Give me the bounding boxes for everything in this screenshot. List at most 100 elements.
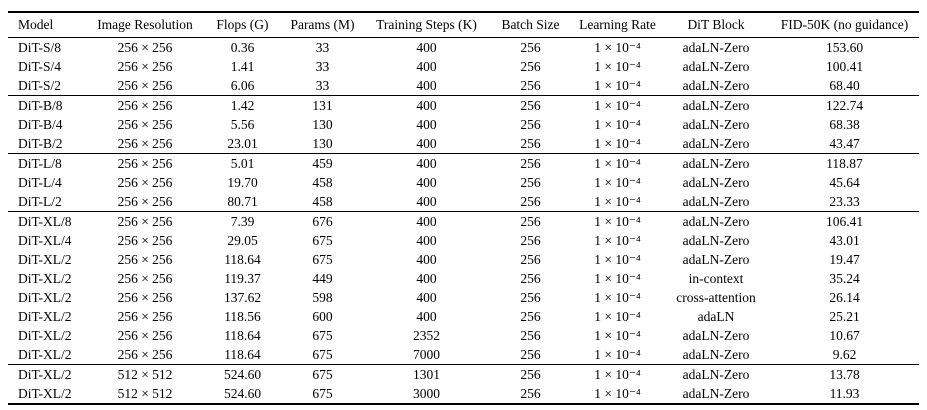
table-cell-image-resolution: 512 × 512 <box>117 386 173 401</box>
table-row: DiT-B/4 256 × 256 5.56 130 400 256 1 × 10⁻⁴ ada… <box>8 115 919 134</box>
table-body: DiT-S/8 256 × 256 0.36 33 400 256 1 × 10⁻⁴ adaL… <box>8 38 919 405</box>
table-cell-params: 458 <box>312 194 333 209</box>
table-cell-batch-size: 256 <box>520 309 541 324</box>
column-header-learning-rate: Learning Rate <box>573 12 662 38</box>
table-cell-params: 598 <box>312 290 333 305</box>
table-cell-flops: 23.01 <box>227 136 258 151</box>
table-cell-model: DiT-XL/2 <box>18 386 72 401</box>
table-row: DiT-S/2 256 × 256 6.06 33 400 256 1 × 10⁻⁴ adaL… <box>8 76 919 96</box>
table-cell-model: DiT-S/8 <box>18 40 62 55</box>
table-cell-batch-size: 256 <box>520 386 541 401</box>
column-header-batch-size: Batch Size <box>488 12 573 38</box>
table-cell-model: DiT-XL/2 <box>18 309 72 324</box>
table-cell-training-steps: 400 <box>365 95 488 115</box>
column-header-params: Params (M) <box>280 12 365 38</box>
table-header-row: Model Image Resolution Flops (G) Params … <box>8 12 919 38</box>
table-cell-flops: 29.05 <box>227 233 258 248</box>
table-cell-image-resolution: 256 × 256 <box>117 175 173 190</box>
table-cell-fid-50k: 43.01 <box>829 233 860 248</box>
table-cell-params: 675 <box>312 252 333 267</box>
table-cell-fid-50k: 68.40 <box>829 78 860 93</box>
column-header-model: Model <box>8 12 85 38</box>
table-cell-model: DiT-B/8 <box>8 95 85 115</box>
table-cell-batch-size: 256 <box>520 290 541 305</box>
table-cell-model: DiT-XL/2 <box>18 252 72 267</box>
table-cell-training-steps: 400 <box>365 153 488 173</box>
table-cell-model: DiT-XL/8 <box>8 211 85 231</box>
table-cell-dit-block: cross-attention <box>676 290 756 305</box>
table-cell-dit-block: adaLN-Zero <box>682 40 750 55</box>
table-cell-fid-50k: 106.41 <box>770 211 919 231</box>
table-cell-learning-rate: 1 × 10⁻⁴ <box>573 364 662 384</box>
table-cell-fid-50k: 9.62 <box>832 347 857 362</box>
table-cell-fid-50k: 19.47 <box>829 252 860 267</box>
table-cell-learning-rate: 1 × 10⁻⁴ <box>594 40 641 55</box>
table-cell-fid-50k: 68.38 <box>829 117 860 132</box>
table-cell-dit-block: adaLN-Zero <box>682 175 750 190</box>
table-cell-batch-size: 256 <box>520 328 541 343</box>
table-cell-params: 675 <box>312 328 333 343</box>
table-cell-dit-block: adaLN-Zero <box>682 59 750 74</box>
table-row: DiT-XL/2 256 × 256 118.64 675 7000 256 1 × 10⁻… <box>8 345 919 365</box>
table-cell-image-resolution: 256 × 256 <box>85 153 205 173</box>
table-cell-batch-size: 256 <box>520 233 541 248</box>
table-cell-batch-size: 256 <box>488 364 573 384</box>
table-cell-model: DiT-XL/2 <box>18 271 72 286</box>
table-cell-fid-50k: 100.41 <box>825 59 864 74</box>
table-cell-flops: 7.39 <box>205 211 280 231</box>
table-cell-model: DiT-XL/2 <box>18 328 72 343</box>
table-cell-params: 676 <box>280 211 365 231</box>
table-cell-flops: 0.36 <box>230 40 255 55</box>
table-row: DiT-L/4 256 × 256 19.70 458 400 256 1 × 10⁻⁴ ad… <box>8 173 919 192</box>
table-cell-dit-block: adaLN-Zero <box>662 211 770 231</box>
table-cell-flops: 1.41 <box>230 59 255 74</box>
table-cell-batch-size: 256 <box>520 252 541 267</box>
table-cell-fid-50k: 25.21 <box>829 309 860 324</box>
table-cell-params: 130 <box>312 117 333 132</box>
table-cell-model: DiT-XL/2 <box>18 347 72 362</box>
table-cell-image-resolution: 256 × 256 <box>85 211 205 231</box>
table-cell-training-steps: 400 <box>416 290 437 305</box>
table-cell-training-steps: 3000 <box>413 386 440 401</box>
table-cell-image-resolution: 512 × 512 <box>85 364 205 384</box>
table-cell-training-steps: 2352 <box>413 328 440 343</box>
table-cell-image-resolution: 256 × 256 <box>117 328 173 343</box>
table-cell-training-steps: 400 <box>416 233 437 248</box>
table-row: DiT-XL/8 256 × 256 7.39 676 400 256 1 × 10⁻⁴ ad… <box>8 211 919 231</box>
table-row: DiT-XL/2 256 × 256 119.37 449 400 256 1 × 10⁻⁴… <box>8 269 919 288</box>
table-cell-dit-block: adaLN-Zero <box>682 328 750 343</box>
table-cell-training-steps: 400 <box>416 271 437 286</box>
table-cell-flops: 118.64 <box>224 252 261 267</box>
table-cell-flops: 118.64 <box>224 328 261 343</box>
table-cell-flops: 80.71 <box>227 194 258 209</box>
table-cell-fid-50k: 13.78 <box>770 364 919 384</box>
table-row: DiT-XL/2 256 × 256 118.64 675 400 256 1 × 10⁻⁴… <box>8 250 919 269</box>
table-cell-learning-rate: 1 × 10⁻⁴ <box>594 136 641 151</box>
table-row: DiT-L/8 256 × 256 5.01 459 400 256 1 × 10⁻⁴ ada… <box>8 153 919 173</box>
table-cell-training-steps: 7000 <box>413 347 440 362</box>
table-cell-learning-rate: 1 × 10⁻⁴ <box>594 78 641 93</box>
table-cell-image-resolution: 256 × 256 <box>117 40 173 55</box>
table-cell-dit-block: adaLN-Zero <box>682 386 750 401</box>
table-cell-training-steps: 400 <box>416 40 437 55</box>
table-cell-params: 675 <box>312 233 333 248</box>
table-cell-fid-50k: 23.33 <box>829 194 860 209</box>
table-cell-image-resolution: 256 × 256 <box>117 78 173 93</box>
table-cell-params: 675 <box>312 347 333 362</box>
table-cell-batch-size: 256 <box>520 40 541 55</box>
table-cell-flops: 118.56 <box>224 309 261 324</box>
table-row: DiT-XL/2 256 × 256 118.56 600 400 256 1 × 10⁻⁴… <box>8 307 919 326</box>
table-cell-flops: 5.56 <box>230 117 255 132</box>
table-cell-fid-50k: 45.64 <box>829 175 860 190</box>
table-cell-image-resolution: 256 × 256 <box>117 309 173 324</box>
table-cell-learning-rate: 1 × 10⁻⁴ <box>573 153 662 173</box>
table-cell-params: 130 <box>312 136 333 151</box>
table-cell-image-resolution: 256 × 256 <box>117 252 173 267</box>
table-cell-image-resolution: 256 × 256 <box>117 290 173 305</box>
table-cell-dit-block: adaLN-Zero <box>682 78 750 93</box>
table-cell-learning-rate: 1 × 10⁻⁴ <box>594 271 641 286</box>
table-cell-batch-size: 256 <box>520 271 541 286</box>
table-cell-params: 459 <box>280 153 365 173</box>
table-cell-flops: 1.42 <box>205 95 280 115</box>
table-cell-image-resolution: 256 × 256 <box>117 347 173 362</box>
